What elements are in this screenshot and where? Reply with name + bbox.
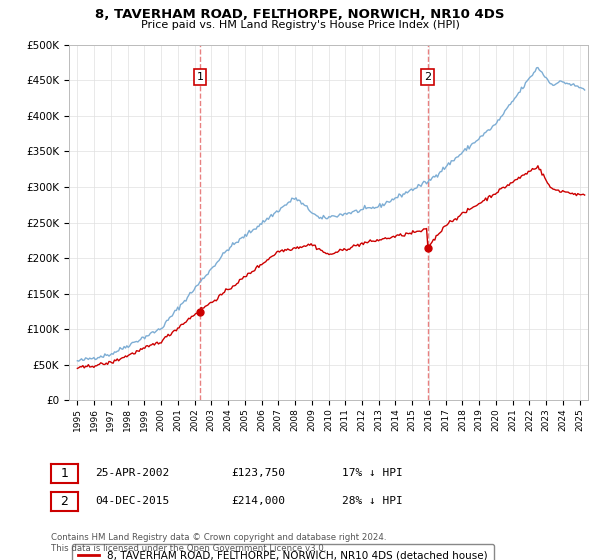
- Text: 8, TAVERHAM ROAD, FELTHORPE, NORWICH, NR10 4DS: 8, TAVERHAM ROAD, FELTHORPE, NORWICH, NR…: [95, 8, 505, 21]
- Text: 17% ↓ HPI: 17% ↓ HPI: [342, 468, 403, 478]
- Legend: 8, TAVERHAM ROAD, FELTHORPE, NORWICH, NR10 4DS (detached house), HPI: Average pr: 8, TAVERHAM ROAD, FELTHORPE, NORWICH, NR…: [71, 544, 494, 560]
- Text: Contains HM Land Registry data © Crown copyright and database right 2024.
This d: Contains HM Land Registry data © Crown c…: [51, 533, 386, 553]
- Text: Price paid vs. HM Land Registry's House Price Index (HPI): Price paid vs. HM Land Registry's House …: [140, 20, 460, 30]
- Text: 28% ↓ HPI: 28% ↓ HPI: [342, 496, 403, 506]
- Text: £214,000: £214,000: [231, 496, 285, 506]
- Text: £123,750: £123,750: [231, 468, 285, 478]
- Text: 25-APR-2002: 25-APR-2002: [95, 468, 169, 478]
- Text: 2: 2: [61, 495, 68, 508]
- Text: 1: 1: [196, 72, 203, 82]
- Text: 04-DEC-2015: 04-DEC-2015: [95, 496, 169, 506]
- Text: 1: 1: [61, 467, 68, 480]
- Text: 2: 2: [424, 72, 431, 82]
